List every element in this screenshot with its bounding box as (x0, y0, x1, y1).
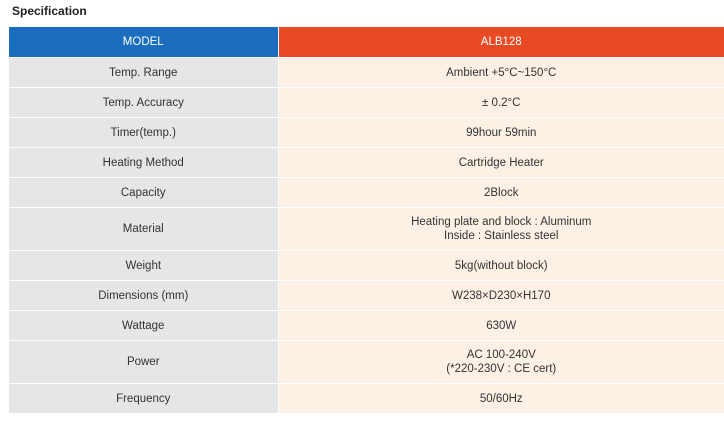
value-line: 50/60Hz (479, 392, 523, 405)
value-line: ± 0.2°C (482, 96, 521, 109)
table-row: Heating Method Cartridge Heater (9, 147, 724, 178)
row-value-frequency: 50/60Hz (278, 383, 724, 414)
table-row: Temp. Range Ambient +5°C~150°C (9, 57, 724, 88)
row-label-frequency: Frequency (9, 383, 279, 414)
table-row: Weight 5kg(without block) (9, 250, 724, 281)
row-value-dimensions: W238×D230×H170 (278, 280, 724, 311)
row-value-material: Heating plate and block : Aluminum Insid… (278, 207, 724, 251)
table-header-row: MODEL ALB128 (9, 27, 724, 58)
value-line: 630W (486, 319, 517, 332)
specification-table: MODEL ALB128 Temp. Range Ambient +5°C~15… (9, 27, 724, 414)
header-model-value: ALB128 (278, 27, 724, 58)
row-label-timer: Timer(temp.) (9, 117, 279, 148)
row-value-timer: 99hour 59min (278, 117, 724, 148)
row-label-wattage: Wattage (9, 310, 279, 341)
row-label-power: Power (9, 340, 279, 384)
row-value-temp-accuracy: ± 0.2°C (278, 87, 724, 118)
table-row: Capacity 2Block (9, 177, 724, 208)
header-model-label: MODEL (9, 27, 279, 58)
value-line: Cartridge Heater (458, 156, 544, 169)
table-row: Temp. Accuracy ± 0.2°C (9, 87, 724, 118)
table-row: Dimensions (mm) W238×D230×H170 (9, 280, 724, 311)
row-label-temp-range: Temp. Range (9, 57, 279, 88)
row-label-weight: Weight (9, 250, 279, 281)
table-row: Wattage 630W (9, 310, 724, 341)
row-label-capacity: Capacity (9, 177, 279, 208)
value-line: W238×D230×H170 (452, 289, 551, 302)
value-line: Inside : Stainless steel (444, 230, 559, 242)
row-label-material: Material (9, 207, 279, 251)
value-line: 2Block (483, 186, 519, 199)
row-label-heating-method: Heating Method (9, 147, 279, 178)
row-label-temp-accuracy: Temp. Accuracy (9, 87, 279, 118)
row-value-power: AC 100-240V (*220-230V : CE cert) (278, 340, 724, 384)
row-value-temp-range: Ambient +5°C~150°C (278, 57, 724, 88)
value-line: Heating plate and block : Aluminum (411, 216, 592, 228)
table-row: Frequency 50/60Hz (9, 383, 724, 414)
value-line: AC 100-240V (466, 349, 536, 361)
row-value-weight: 5kg(without block) (278, 250, 724, 281)
value-line: Ambient +5°C~150°C (446, 66, 557, 79)
table-row: Material Heating plate and block : Alumi… (9, 207, 724, 251)
row-label-dimensions: Dimensions (mm) (9, 280, 279, 311)
row-value-capacity: 2Block (278, 177, 724, 208)
row-value-wattage: 630W (278, 310, 724, 341)
table-row: Power AC 100-240V (*220-230V : CE cert) (9, 340, 724, 384)
row-value-heating-method: Cartridge Heater (278, 147, 724, 178)
page-title: Specification (12, 4, 87, 18)
value-line: 99hour 59min (466, 126, 537, 139)
value-line: (*220-230V : CE cert) (446, 363, 557, 375)
value-line: 5kg(without block) (454, 259, 548, 272)
table-row: Timer(temp.) 99hour 59min (9, 117, 724, 148)
